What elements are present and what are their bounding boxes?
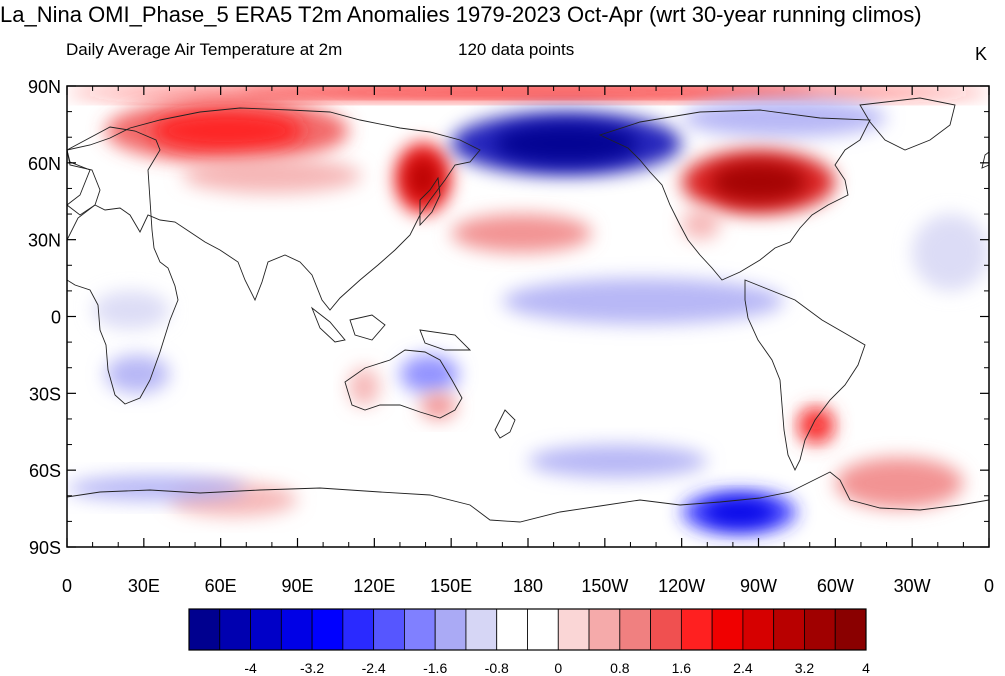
anomaly-region <box>528 444 708 478</box>
anomaly-region <box>420 393 457 419</box>
anomaly-region <box>67 475 247 501</box>
anomaly-region <box>105 354 170 394</box>
lon-tick-label: 120E <box>353 576 395 596</box>
colorbar-swatch <box>434 608 467 651</box>
coastline-new-zealand <box>494 409 516 439</box>
lat-tick-label: 60S <box>29 461 61 481</box>
colorbar: -4 -3.2 -2.4 -1.6 -0.8 0 0.8 1.6 2.4 3.2 4 <box>188 608 870 676</box>
coastline-sumatra <box>310 306 346 343</box>
colorbar-swatch <box>804 608 836 651</box>
lon-tick-label: 60W <box>817 576 854 596</box>
colorbar-swatch <box>311 608 344 651</box>
colorbar-label: 3.2 <box>795 660 815 676</box>
colorbar-label: -0.8 <box>485 660 509 676</box>
anomaly-region <box>451 214 593 253</box>
coastline-south-america <box>744 279 866 472</box>
colorbar-swatch <box>250 608 282 651</box>
lat-tick-label: 30N <box>28 231 61 251</box>
coastline-antarctica <box>67 471 989 523</box>
lat-tick-label: 90S <box>29 538 61 558</box>
lat-tick-label: 30S <box>29 384 61 404</box>
anomaly-region <box>835 457 964 509</box>
colorbar-swatch <box>834 608 867 651</box>
anomaly-region <box>681 208 721 240</box>
colorbar-swatch <box>219 608 251 651</box>
anomaly-region <box>348 367 380 407</box>
colorbar-swatch <box>773 608 805 651</box>
colorbar-swatch <box>342 608 375 651</box>
anomaly-region <box>681 150 836 215</box>
colorbar-label: 0 <box>554 660 562 676</box>
coastline-eurasia <box>67 107 481 311</box>
anomaly-region <box>796 406 836 445</box>
lon-tick-label: 180 <box>513 576 543 596</box>
anomaly-region <box>92 290 170 330</box>
colorbar-swatch <box>465 608 498 651</box>
colorbar-swatch <box>742 608 775 651</box>
lon-tick-label: 150E <box>430 576 472 596</box>
colorbar-swatch <box>527 608 559 651</box>
colorbar-label: -2.4 <box>362 660 386 676</box>
lon-tick-label: 150W <box>581 576 628 596</box>
lat-tick-label: 60N <box>28 154 61 174</box>
anomaly-region <box>399 354 459 394</box>
colorbar-label: 2.4 <box>733 660 753 676</box>
coastline-japan <box>419 176 441 227</box>
coastline-australia <box>344 349 463 419</box>
colorbar-label: 0.8 <box>610 660 630 676</box>
anomaly-region <box>105 98 349 163</box>
colorbar-swatch <box>496 608 528 651</box>
lon-tick-label: 30W <box>894 576 931 596</box>
coastlines <box>67 97 989 523</box>
colorbar-swatch <box>557 608 590 651</box>
data-points-subtitle: 120 data points <box>458 40 575 59</box>
anomaly-region <box>681 98 887 138</box>
colorbar-swatch <box>373 608 405 651</box>
colorbar-frame <box>188 608 867 651</box>
lon-tick-label: 90E <box>281 576 313 596</box>
map-title: La_Nina OMI_Phase_5 ERA5 T2m Anomalies 1… <box>0 2 922 27</box>
colorbar-label: -1.6 <box>423 660 447 676</box>
lat-tick-label: 0 <box>51 308 61 328</box>
lon-tick-label: 90W <box>740 576 777 596</box>
colorbar-swatch <box>650 608 682 651</box>
lon-tick-label: 120W <box>658 576 705 596</box>
coastline-new-guinea <box>419 329 472 351</box>
colorbar-swatch <box>619 608 651 651</box>
lon-tick-label: 0 <box>62 576 72 596</box>
anomaly-region <box>182 157 362 194</box>
lat-tick-label: 90N <box>28 77 61 97</box>
colorbar-swatch <box>588 608 621 651</box>
lon-tick-label: 0 <box>984 576 994 596</box>
variable-subtitle: Daily Average Air Temperature at 2m <box>66 40 343 59</box>
coastline-british-isles <box>981 151 989 169</box>
coastline-greenland <box>859 97 956 151</box>
colorbar-label: -3.2 <box>300 660 324 676</box>
colorbar-label: -4 <box>244 660 257 676</box>
colorbar-swatch <box>404 608 436 651</box>
anomaly-region <box>502 278 785 325</box>
coastline-africa <box>67 126 179 405</box>
coastline-borneo <box>349 314 386 341</box>
colorbar-swatch <box>680 608 713 651</box>
colorbar-swatch <box>711 608 744 651</box>
anomaly-region <box>681 490 797 535</box>
coastline-north-america <box>598 109 871 281</box>
colorbar-swatch <box>280 608 313 651</box>
lon-tick-label: 60E <box>205 576 237 596</box>
colorbar-swatch <box>188 608 221 651</box>
anomaly-region <box>394 142 452 215</box>
anomaly-region <box>912 214 989 291</box>
units-label: K <box>974 44 987 64</box>
lon-tick-label: 30E <box>128 576 160 596</box>
colorbar-label: 1.6 <box>672 660 692 676</box>
colorbar-label: 4 <box>862 660 870 676</box>
